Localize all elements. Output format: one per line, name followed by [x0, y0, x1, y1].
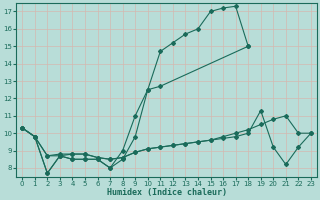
X-axis label: Humidex (Indice chaleur): Humidex (Indice chaleur) — [107, 188, 227, 197]
